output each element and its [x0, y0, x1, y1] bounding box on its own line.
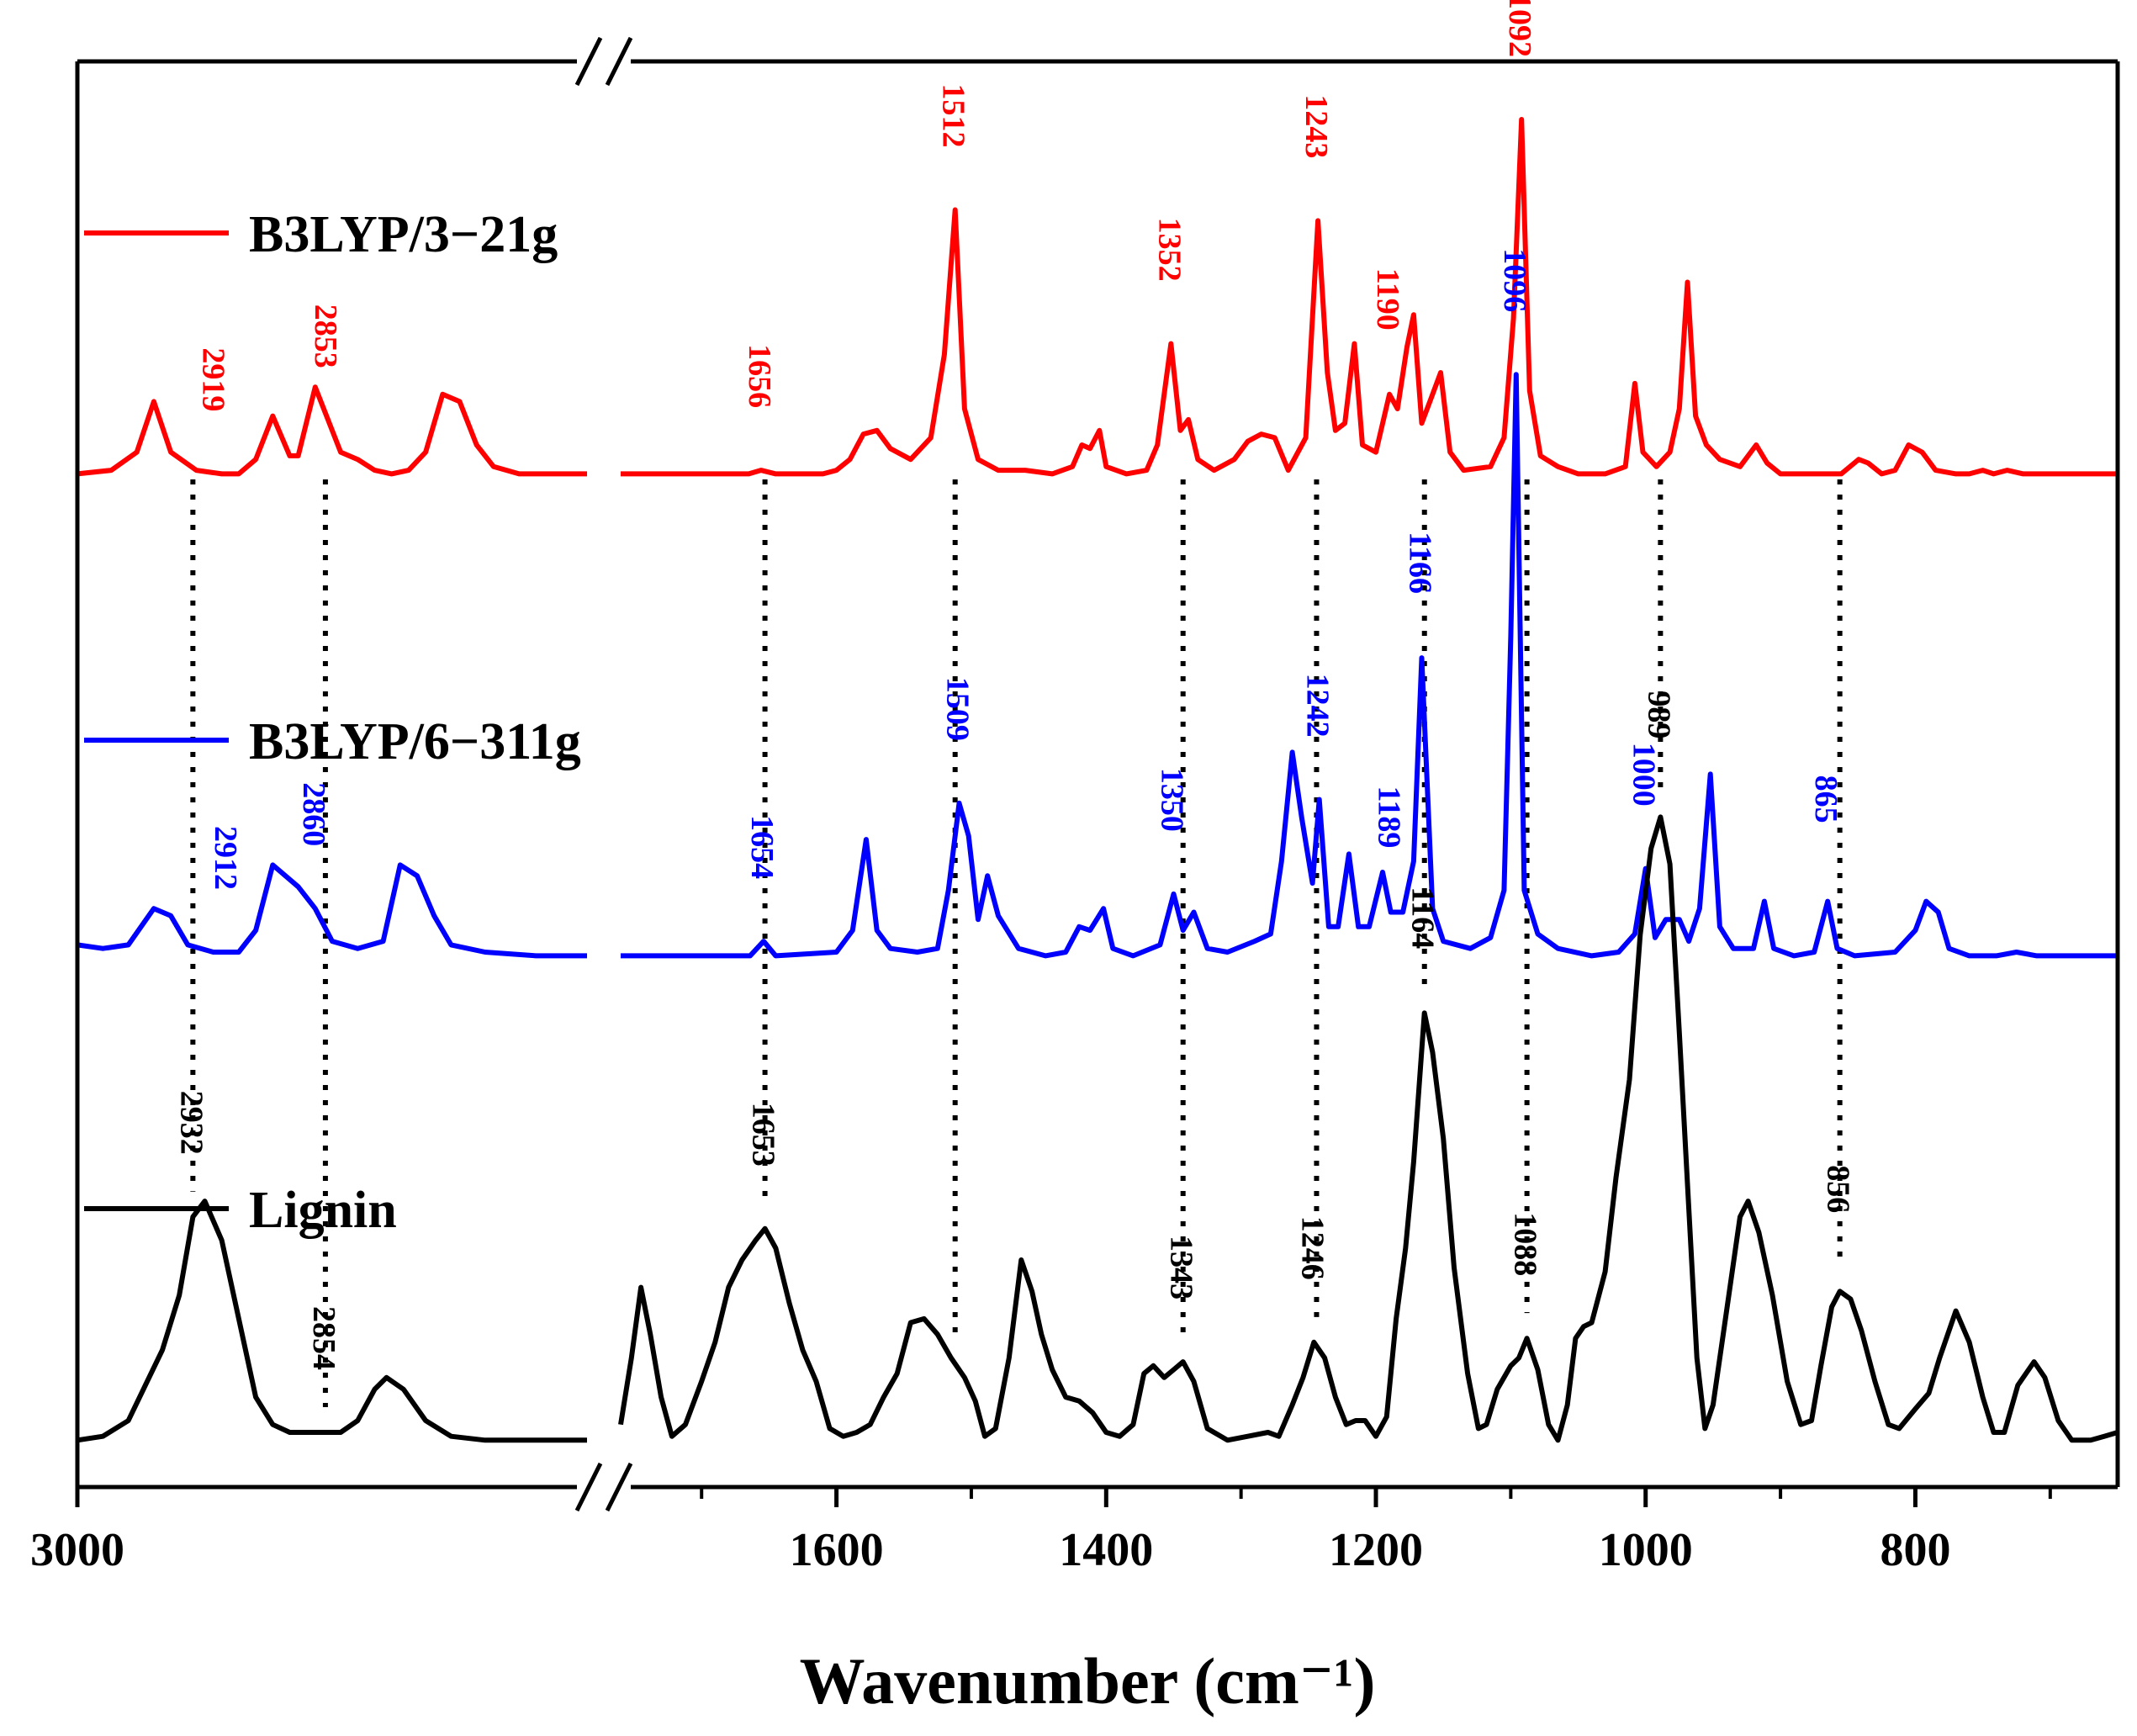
peak-label: 1509: [940, 677, 976, 741]
axis-break-mark: [574, 36, 603, 87]
peak-label: 1656: [742, 344, 777, 408]
legend-label: B3LYP/6−311g: [249, 713, 581, 770]
axis-break-mark: [605, 1462, 633, 1512]
x-axis-ticks: 3000 1600 1400 1200 1000 800: [30, 1487, 2052, 1576]
tick-label: 3000: [30, 1524, 124, 1576]
series-line-1-part-1: [621, 372, 2118, 959]
peak-label: 989: [1641, 691, 1676, 738]
peak-label: 1653: [746, 1103, 781, 1167]
peak-label: 1096: [1497, 248, 1532, 312]
legend-label: Lignin: [249, 1182, 397, 1239]
dotted-reference-lines: [190, 479, 1843, 1408]
peak-label: 1654: [744, 815, 780, 879]
peak-label: 2919: [196, 347, 231, 411]
peak-labels: 2919 2853 1656 1512 1352 1243 1190 1092 2912 2860…: [173, 0, 1855, 1370]
series-line-2-part-0: [77, 1199, 587, 1443]
peak-label: 1000: [1627, 743, 1662, 807]
peak-label: 865: [1808, 775, 1843, 823]
peak-label: 2854: [306, 1306, 341, 1370]
series-line-0-part-1: [621, 117, 2118, 477]
axis-break-mark: [574, 1462, 603, 1512]
peak-label: 856: [1821, 1165, 1856, 1213]
tick-label: 1000: [1599, 1524, 1693, 1576]
peak-label: 2912: [208, 826, 243, 890]
tick-label: 1400: [1059, 1524, 1153, 1576]
peak-label: 2932: [173, 1091, 209, 1155]
peak-label: 1190: [1370, 268, 1405, 331]
series-line-1-part-0: [77, 862, 587, 959]
peak-label: 1189: [1372, 786, 1407, 849]
tick-label: 1200: [1329, 1524, 1423, 1576]
series-line-0-part-0: [77, 384, 587, 477]
peak-label: 1088: [1508, 1212, 1543, 1276]
axis-break-mark: [605, 36, 633, 87]
peak-label: 1242: [1300, 674, 1336, 738]
series-line-2-part-1: [618, 814, 2118, 1443]
spectrum-curves: [77, 117, 2118, 1443]
peak-label: 1343: [1164, 1236, 1199, 1299]
peak-label: 1246: [1294, 1216, 1330, 1280]
legend-label: B3LYP/3−21g: [249, 206, 558, 263]
peak-label: 1092: [1502, 0, 1537, 57]
tick-label: 1600: [790, 1524, 884, 1576]
peak-label: 1166: [1403, 532, 1438, 594]
legend: B3LYP/3−21g B3LYP/6−311g Lignin: [84, 206, 581, 1239]
peak-label: 2853: [308, 304, 343, 368]
tick-label: 800: [1880, 1524, 1950, 1576]
peak-label: 1243: [1299, 94, 1334, 158]
peak-label: 1164: [1405, 887, 1441, 949]
peak-label: 1350: [1155, 768, 1190, 832]
peak-label: 2860: [296, 782, 331, 846]
x-axis-label: Wavenumber (cm⁻¹): [800, 1644, 1376, 1717]
peak-label: 1352: [1151, 218, 1187, 282]
peak-label: 1512: [936, 84, 971, 148]
